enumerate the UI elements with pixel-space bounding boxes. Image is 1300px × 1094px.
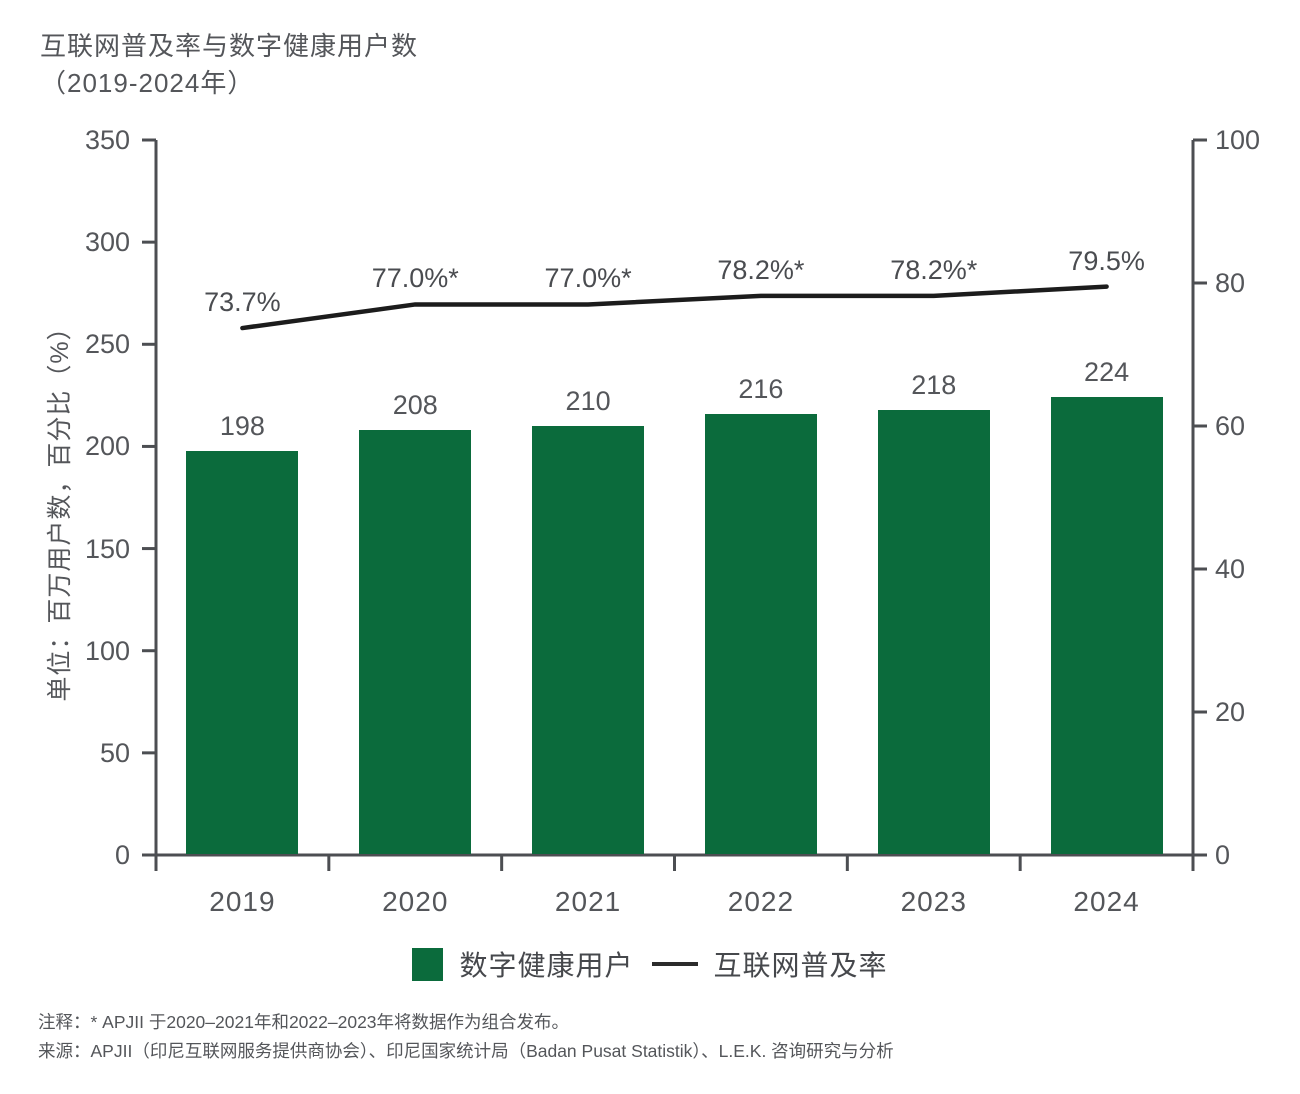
line-value-label: 78.2%*	[890, 254, 978, 285]
left-axis-tick-label: 100	[84, 635, 130, 666]
legend: 数字健康用户 互联网普及率	[0, 944, 1300, 984]
right-axis-tick-label: 20	[1215, 697, 1246, 727]
x-axis-category-label: 2022	[727, 886, 795, 917]
legend-item-bar-series: 数字健康用户	[412, 944, 633, 984]
bar-2020	[359, 430, 472, 854]
right-axis-tick-label: 100	[1215, 125, 1261, 155]
bar-2023	[877, 409, 990, 854]
bar-2024	[1050, 397, 1163, 854]
penetration-rate-line	[240, 284, 1109, 331]
bar-2019	[186, 450, 299, 854]
legend-item-line-series: 互联网普及率	[651, 944, 888, 984]
line-value-label: 77.0%*	[371, 263, 459, 294]
line-value-label: 78.2%*	[717, 254, 805, 285]
x-axis-category-label: 2024	[1073, 886, 1140, 917]
bar-value-label: 198	[219, 410, 265, 441]
left-axis-tick-label: 350	[84, 125, 130, 155]
chart-title-line1: 互联网普及率与数字健康用户数	[40, 31, 419, 61]
bar-2022	[704, 413, 817, 854]
x-axis-category-label: 2019	[209, 886, 276, 917]
x-axis-category-label: 2023	[900, 886, 967, 917]
bar-2021	[532, 426, 645, 854]
left-axis-tick-label: 300	[84, 227, 130, 258]
bar-value-label: 224	[1084, 357, 1130, 388]
chart-title: 互联网普及率与数字健康用户数 （2019-2024年）	[40, 28, 418, 102]
bar-value-label: 210	[565, 386, 611, 416]
right-axis-tick-label: 60	[1215, 411, 1246, 441]
right-axis-tick-label: 0	[1215, 840, 1231, 870]
bar-value-label: 216	[738, 373, 784, 404]
left-axis-tick-label: 250	[84, 329, 130, 360]
legend-label-bar-series: 数字健康用户	[459, 950, 634, 981]
bar-value-label: 218	[911, 369, 957, 400]
bar-value-label: 208	[392, 390, 438, 421]
footnote-text: 注释：* APJII 于2020–2021年和2022–2023年将数据作为组合…	[38, 1012, 570, 1032]
left-axis-tick-label: 150	[84, 533, 130, 564]
source-text: 来源：APJII（印尼互联网服务提供商协会）、印尼国家统计局（Badan Pus…	[38, 1041, 894, 1061]
line-value-label: 79.5%	[1068, 245, 1145, 276]
legend-label-line-series: 互联网普及率	[713, 950, 888, 981]
line-value-label: 77.0%*	[544, 263, 632, 294]
left-axis-tick-label: 50	[99, 737, 130, 768]
left-axis-tick-label: 0	[114, 840, 130, 870]
left-axis-tick-label: 200	[84, 431, 130, 462]
line-value-label: 73.7%	[204, 287, 281, 318]
x-axis-category-label: 2020	[382, 886, 449, 917]
chart-title-line2: （2019-2024年）	[40, 68, 255, 98]
right-axis-tick-label: 40	[1215, 554, 1246, 584]
line-series-swatch-icon	[651, 962, 698, 966]
bar-series-swatch-icon	[412, 947, 444, 981]
notes-block: 注释：* APJII 于2020–2021年和2022–2023年将数据作为组合…	[38, 1008, 894, 1066]
x-axis-category-label: 2021	[554, 886, 622, 917]
right-axis-tick-label: 80	[1215, 268, 1246, 298]
